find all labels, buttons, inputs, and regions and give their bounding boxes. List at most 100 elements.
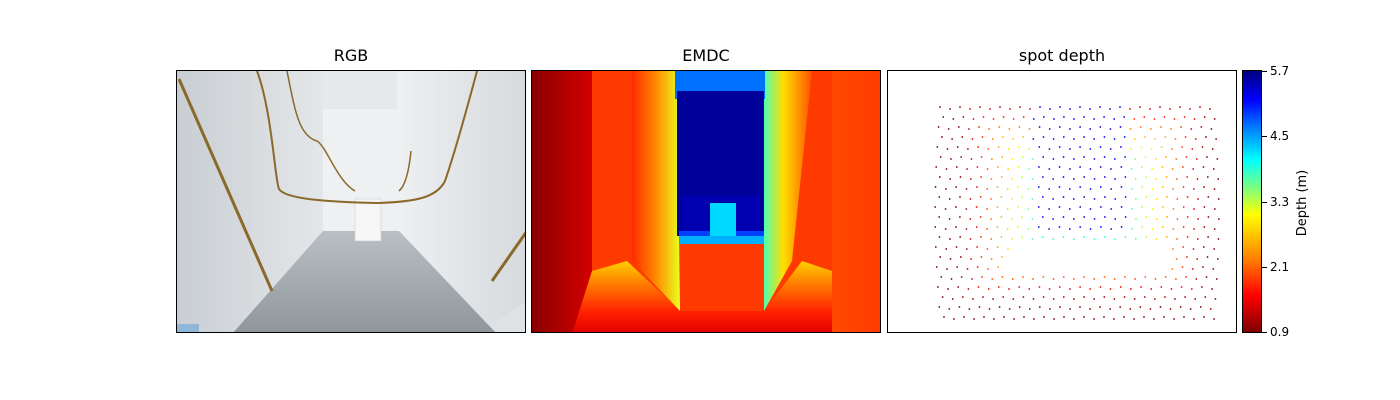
spot-dot	[1006, 228, 1009, 230]
spot-dot	[965, 228, 968, 230]
spot-dot	[1180, 126, 1182, 128]
spot-dot	[1217, 238, 1220, 240]
spot-dot	[1192, 168, 1195, 170]
spot-dot	[1195, 278, 1198, 280]
spot-dot	[991, 138, 994, 140]
spot-dot	[1150, 148, 1153, 150]
emdc-depth-map	[531, 70, 881, 333]
spot-dot	[945, 188, 947, 190]
spot-dot	[1062, 156, 1065, 158]
spot-dot	[1018, 286, 1021, 288]
spot-dot	[1209, 108, 1211, 110]
spot-dot	[1027, 188, 1030, 190]
spot-dot	[1013, 318, 1015, 320]
spot-dot	[1037, 186, 1040, 188]
spot-dot	[937, 126, 940, 128]
spot-dot	[1149, 308, 1152, 310]
spot-dot	[1203, 226, 1206, 228]
spot-dot	[947, 288, 949, 290]
colorbar-tick-label: 4.5	[1270, 129, 1290, 143]
spot-dot	[1093, 138, 1096, 140]
spot-dot	[934, 186, 937, 188]
spot-dot	[959, 256, 962, 258]
spot-dot	[1032, 118, 1035, 120]
spot-dot	[1174, 298, 1176, 300]
spot-dot	[1001, 256, 1003, 258]
spot-dot	[1099, 306, 1101, 308]
spot-dot	[1191, 268, 1194, 270]
spot-dot	[1011, 158, 1014, 160]
colorbar-tick-label: 0.9	[1270, 325, 1290, 339]
colorbar-label: Depth (m)	[1295, 169, 1310, 237]
spot-dot	[956, 146, 959, 148]
spot-dot	[986, 248, 989, 250]
spot-dot	[1131, 208, 1133, 210]
spot-dot	[1089, 208, 1092, 210]
spot-dot	[1164, 276, 1167, 278]
spot-dot	[1189, 308, 1192, 310]
spot-dot	[1212, 268, 1215, 270]
spot-dot	[1049, 108, 1051, 110]
spot-dot	[988, 308, 991, 310]
spot-dot	[1022, 296, 1025, 298]
spot-dot	[959, 176, 962, 178]
spot-dot	[1175, 278, 1177, 280]
spot-dot	[959, 236, 962, 238]
spot-dot	[1197, 198, 1199, 200]
spot-dot	[1213, 248, 1216, 250]
spot-dot	[1093, 118, 1095, 120]
spot-dot	[1206, 256, 1209, 258]
spot-dot	[1002, 116, 1005, 118]
spot-dot	[948, 308, 951, 310]
spot-dot	[1089, 148, 1092, 150]
spot-dot	[1000, 236, 1003, 238]
spot-dot	[1069, 168, 1071, 170]
spot-dot	[997, 286, 1000, 288]
spot-dot	[1042, 276, 1045, 278]
spot-dot	[967, 148, 969, 150]
spot-dot	[1130, 188, 1133, 190]
spot-dot	[1193, 118, 1196, 120]
spot-dot	[939, 106, 941, 108]
spot-dot	[1048, 128, 1051, 130]
spot-dot	[1153, 298, 1156, 300]
spot-dot	[987, 148, 990, 150]
spot-dot	[1159, 106, 1161, 108]
spot-dot	[1027, 168, 1030, 170]
rgb-title: RGB	[333, 46, 369, 65]
spot-dot	[1079, 206, 1082, 208]
spot-dot	[939, 156, 942, 158]
spot-dot	[938, 196, 941, 198]
spot-dot	[970, 258, 972, 260]
spot-dot	[992, 298, 994, 300]
spot-dot	[1206, 176, 1209, 178]
spot-dot	[1144, 156, 1147, 158]
spot-dot	[1186, 236, 1189, 238]
spot-dot	[1073, 138, 1075, 140]
spot-dot	[960, 276, 963, 278]
spot-dot	[1199, 106, 1201, 108]
spot-dot	[1083, 316, 1085, 318]
spot-dot	[1141, 206, 1144, 208]
spot-dot	[1103, 136, 1106, 138]
spot-dot	[1186, 256, 1188, 258]
spot-dot	[1042, 176, 1044, 178]
spot-dot	[950, 278, 953, 280]
spot-dot	[1008, 288, 1010, 290]
spot-dot	[1021, 236, 1024, 238]
spot-dot	[971, 138, 974, 140]
spot-dot	[1001, 156, 1004, 158]
spot-dot	[997, 166, 999, 168]
spot-dot	[1200, 126, 1203, 128]
spot-dot	[969, 108, 971, 110]
spot-dot	[1160, 286, 1163, 288]
spot-dot	[1058, 126, 1061, 128]
spot-dot	[1173, 118, 1176, 120]
spot-dot	[1201, 286, 1203, 288]
spot-dot	[1058, 286, 1061, 288]
spot-dot	[1062, 136, 1065, 138]
spot-dot	[987, 268, 989, 270]
spot-dot	[934, 246, 937, 248]
spot-dot	[1032, 158, 1034, 160]
spot-dot	[1058, 146, 1061, 148]
